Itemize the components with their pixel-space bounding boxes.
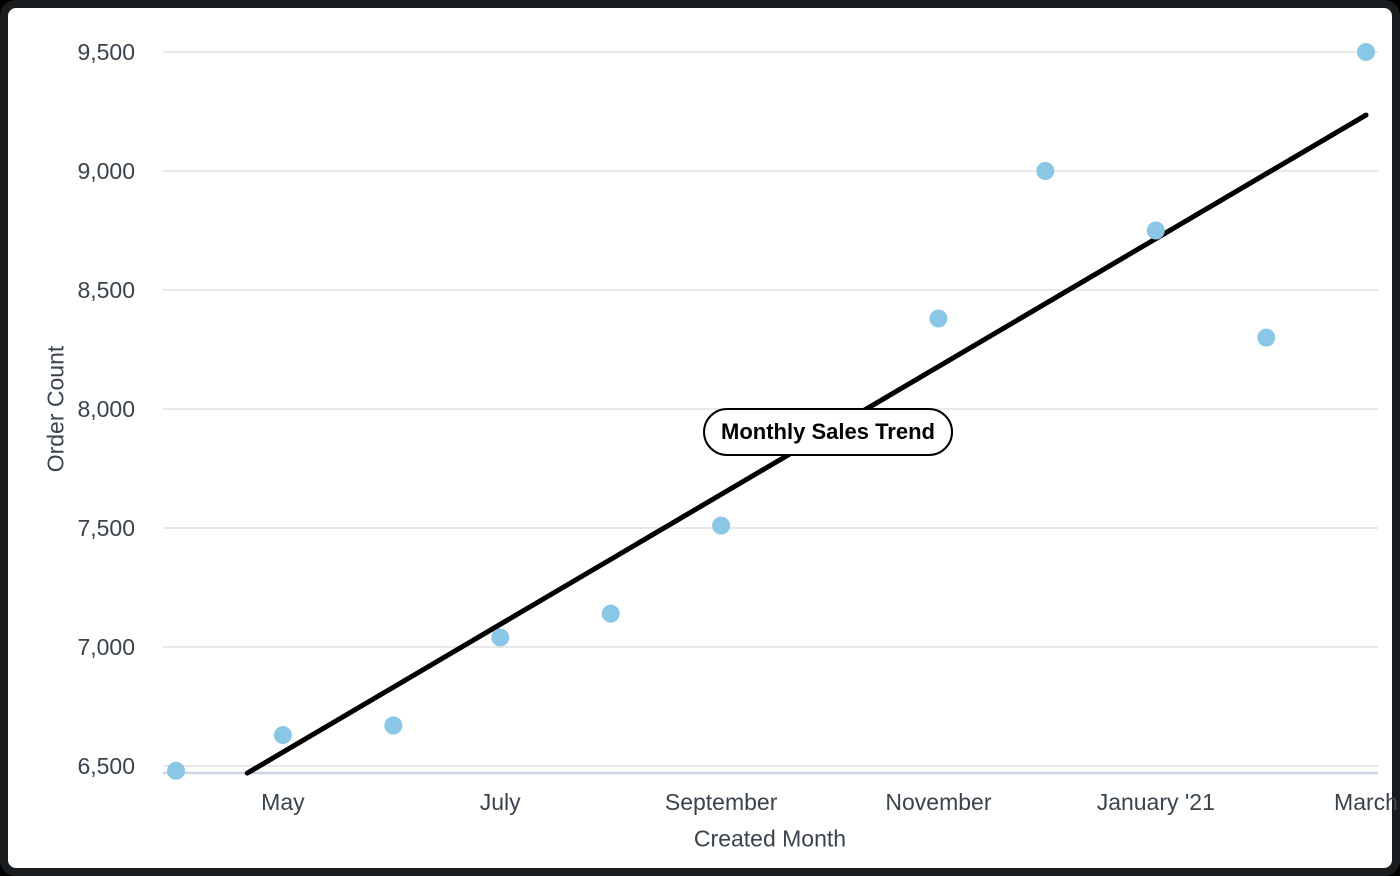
data-point[interactable] (601, 604, 620, 623)
data-point[interactable] (929, 309, 948, 328)
trend-annotation-label: Monthly Sales Trend (721, 419, 935, 445)
x-tick-label: September (665, 789, 778, 815)
data-point[interactable] (491, 628, 510, 647)
x-tick-label: November (885, 789, 991, 815)
data-point[interactable] (712, 516, 731, 535)
trend-annotation-pill: Monthly Sales Trend (703, 408, 953, 457)
data-point[interactable] (1257, 328, 1276, 347)
y-tick-label: 8,500 (77, 277, 135, 303)
data-point[interactable] (1036, 162, 1055, 180)
data-point[interactable] (1357, 43, 1375, 61)
y-tick-label: 9,000 (77, 158, 135, 184)
x-tick-label: May (261, 789, 305, 815)
x-tick-label: January '21 (1097, 789, 1215, 815)
y-tick-label: 7,000 (77, 634, 135, 660)
x-axis-title: Created Month (693, 825, 847, 852)
y-tick-label: 7,500 (77, 515, 135, 541)
y-axis-title: Order Count (42, 345, 69, 473)
x-tick-label: July (480, 789, 521, 815)
data-point[interactable] (167, 761, 185, 780)
x-tick-label: March (1334, 789, 1398, 815)
y-tick-label: 6,500 (77, 753, 135, 779)
data-point[interactable] (273, 726, 292, 745)
data-point[interactable] (384, 716, 403, 735)
y-tick-label: 8,000 (77, 396, 135, 422)
y-tick-label: 9,500 (77, 39, 135, 65)
data-point[interactable] (1146, 221, 1165, 240)
